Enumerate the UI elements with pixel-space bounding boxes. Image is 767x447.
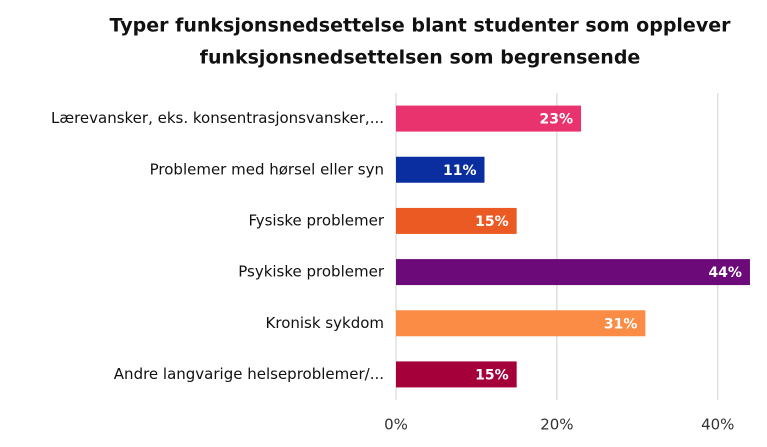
y-tick-label: Andre langvarige helseproblemer/... <box>114 365 384 383</box>
x-tick-label: 40% <box>701 416 734 434</box>
x-tick-label: 20% <box>540 416 573 434</box>
bar <box>396 259 750 286</box>
bar <box>396 105 582 132</box>
bar <box>396 310 646 337</box>
value-label: 44% <box>708 265 742 281</box>
value-label: 31% <box>604 316 638 332</box>
y-tick-label: Lærevansker, eks. konsentrasjonsvansker,… <box>51 109 384 127</box>
y-tick-label: Kronisk sykdom <box>266 314 384 332</box>
y-tick-label: Problemer med hørsel eller syn <box>150 160 384 178</box>
x-tick-label: 0% <box>384 416 408 434</box>
value-label: 15% <box>475 367 509 383</box>
bar <box>396 361 517 388</box>
bar <box>396 156 485 183</box>
y-tick-label: Psykiske problemer <box>238 263 385 281</box>
value-label: 15% <box>475 214 509 230</box>
value-label: 23% <box>540 112 574 128</box>
chart-title: Typer funksjonsnedsettelse blant student… <box>110 15 732 37</box>
y-tick-label: Fysiske problemer <box>248 211 384 229</box>
chart-title: funksjonsnedsettelsen som begrensende <box>200 47 641 69</box>
bar <box>396 207 517 234</box>
value-label: 11% <box>443 163 477 179</box>
